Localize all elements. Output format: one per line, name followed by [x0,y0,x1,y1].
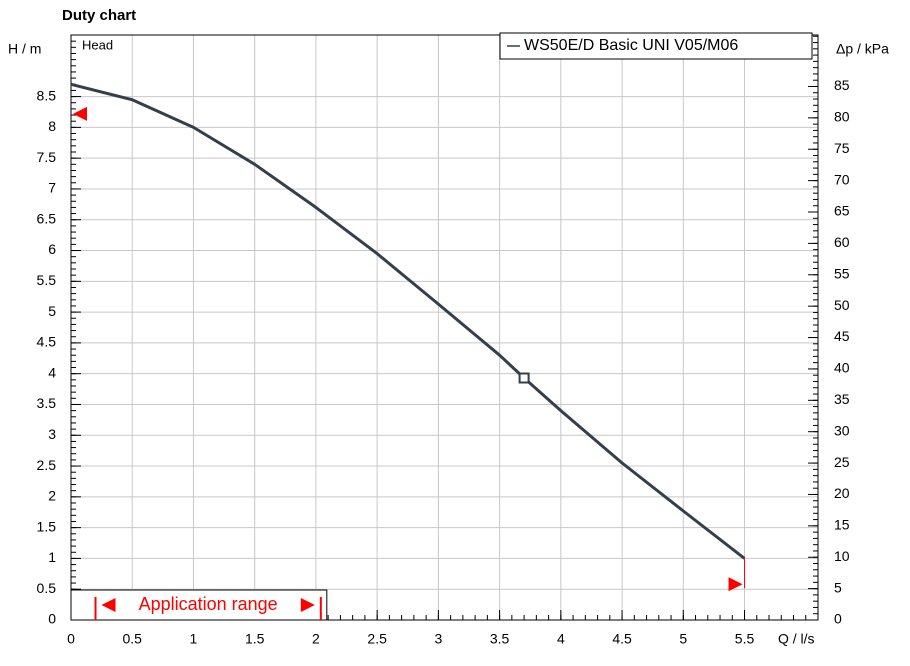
y2-tick-label: 75 [834,140,850,156]
y2-axis-label: Δp / kPa [836,41,889,57]
y-tick-label: 1.5 [37,518,57,534]
y-tick-label: 5.5 [37,272,57,288]
y2-tick-label: 20 [834,485,850,501]
plot-label: Head [82,37,113,52]
y-tick-label: 2.5 [37,457,57,473]
x-tick-label: 5 [679,631,687,647]
limit-marker [728,577,743,592]
y2-tick-label: 50 [834,297,850,313]
y-tick-label: 0.5 [37,580,57,596]
legend-label: WS50E/D Basic UNI V05/M06 [524,37,738,54]
y-tick-label: 4.5 [37,334,57,350]
y-tick-label: 8.5 [37,87,57,103]
series-line [70,82,746,560]
x-tick-label: 0.5 [122,631,142,647]
y-tick-label: 3 [48,426,56,442]
y-axis-label: H / m [8,41,41,57]
y2-tick-label: 10 [834,548,850,564]
y-tick-label: 7.5 [37,149,57,165]
x-tick-label: 2.5 [367,631,387,647]
y-tick-label: 5 [48,303,56,319]
y2-tick-label: 40 [834,360,850,376]
x-tick-label: 0 [67,631,75,647]
y2-tick-label: 65 [834,203,850,219]
application-range-box [70,589,328,621]
y-tick-label: 7 [48,180,56,196]
y2-tick-label: 15 [834,517,850,533]
y-tick-label: 3.5 [37,395,57,411]
y2-tick-label: 80 [834,109,850,125]
x-tick-label: 3.5 [490,631,510,647]
duty-point [518,372,530,384]
limit-marker [73,106,87,121]
plot-frame [70,34,819,621]
range-arrow-right [300,598,315,612]
range-arrow-left [101,598,116,612]
y2-tick-label: 5 [834,579,842,595]
y-tick-label: 2 [48,488,56,504]
y2-tick-label: 85 [834,77,850,93]
y-tick-label: 6 [48,241,56,257]
legend-box [499,32,813,60]
x-tick-label: 3 [434,631,442,647]
y-tick-label: 1 [48,549,56,565]
y-tick-label: 6.5 [37,210,57,226]
x-tick-label: 1.5 [245,631,265,647]
y2-tick-label: 25 [834,454,850,470]
y2-tick-label: 30 [834,422,850,438]
x-tick-label: 2 [312,631,320,647]
application-range-label: Application range [139,594,278,614]
legend: WS50E/D Basic UNI V05/M06 [499,32,813,60]
y2-tick-label: 60 [834,234,850,250]
chart-title: Duty chart [62,7,136,24]
x-tick-label: 4.5 [612,631,632,647]
y2-tick-label: 70 [834,171,850,187]
y-tick-label: 8 [48,118,56,134]
x-tick-label: 1 [190,631,198,647]
y-tick-label: 4 [48,364,56,380]
y2-tick-label: 45 [834,328,850,344]
x-tick-label: 4 [557,631,565,647]
y-tick-label: 0 [48,611,56,627]
y2-tick-label: 0 [834,611,842,627]
y2-tick-label: 35 [834,391,850,407]
x-axis-label: Q / l/s [778,631,815,647]
x-tick-label: 5.5 [735,631,755,647]
y2-tick-label: 55 [834,265,850,281]
